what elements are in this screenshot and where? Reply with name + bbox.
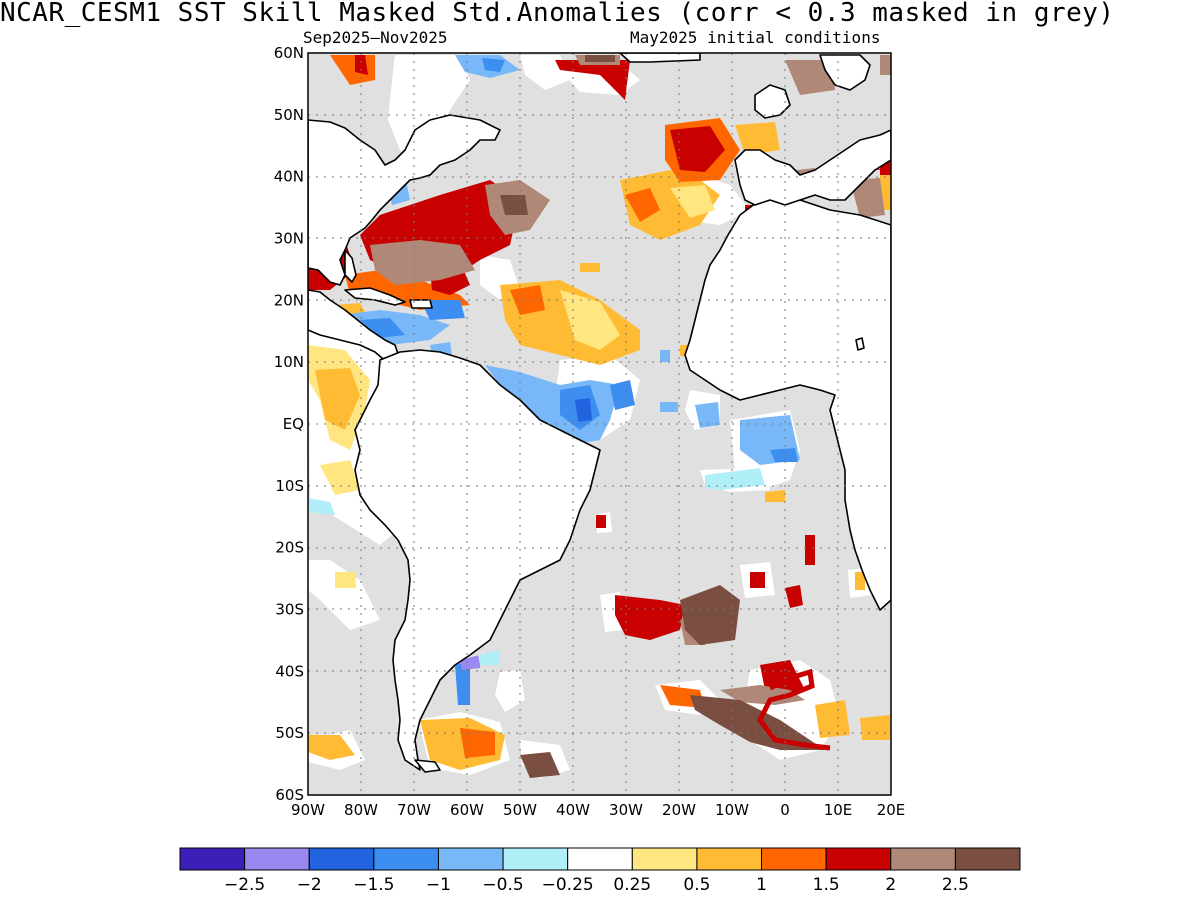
map-title: NCAR_CESM1 SST Skill Masked Std.Anomalie…	[0, 0, 1115, 28]
greenland	[619, 53, 701, 63]
south-america	[354, 349, 601, 771]
colorbar-label: 2.5	[942, 875, 969, 895]
colorbar-swatch	[567, 847, 633, 871]
land	[308, 53, 891, 773]
colorbar-swatch	[437, 847, 504, 871]
lat-label: 50S	[275, 724, 304, 742]
madagascar-edge	[855, 337, 865, 351]
florida	[344, 249, 357, 283]
lat-label: 10N	[274, 353, 304, 371]
negative-anomaly-patches	[308, 55, 800, 705]
lon-label: 20W	[662, 801, 696, 819]
lat-label: 30S	[275, 601, 304, 619]
colorbar-swatch	[761, 847, 827, 871]
colorbar-swatch	[631, 847, 698, 871]
lon-label: 10E	[824, 801, 853, 819]
colorbar-label: −2.5	[224, 875, 265, 895]
lon-label: 60W	[450, 801, 484, 819]
europe	[734, 129, 891, 206]
colorbar-swatch	[890, 847, 956, 871]
lat-label: 20N	[274, 291, 304, 309]
colorbar-labels: −2.5 −2 −1.5 −1 −0.5 −0.25 0.25 0.5 1 1.5 2 2.5	[224, 875, 969, 895]
latitude-labels: 60N 50N 40N 30N 20N 10N EQ 10S 20S 30S 40S 50S 60S	[274, 44, 304, 804]
lon-label: 80W	[344, 801, 378, 819]
lon-label: 50W	[503, 801, 537, 819]
lat-label: 20S	[275, 539, 304, 557]
colorbar-label: −1.5	[353, 875, 394, 895]
colorbar-label: −0.25	[542, 875, 594, 895]
lon-label: 70W	[397, 801, 431, 819]
africa	[684, 194, 891, 611]
lat-label: 60S	[275, 786, 304, 804]
colorbar-swatch	[308, 847, 375, 871]
hispaniola	[409, 299, 433, 309]
colorbar-label: 0.25	[613, 875, 651, 895]
colorbar-swatch	[696, 847, 763, 871]
colorbar-swatch	[179, 847, 246, 871]
strong-positive-patches	[370, 55, 891, 778]
lon-label: 10W	[715, 801, 749, 819]
colorbar-swatch	[502, 847, 569, 871]
colorbar-label: 2	[885, 875, 896, 895]
lat-label: 60N	[274, 44, 304, 62]
map-area	[308, 53, 891, 795]
north-america	[308, 114, 501, 286]
colorbar-swatch	[244, 847, 310, 871]
colorbar-label: −2	[297, 875, 322, 895]
scandinavia	[819, 54, 871, 91]
colorbar-label: 1.5	[813, 875, 840, 895]
map-frame	[307, 52, 892, 796]
colorbar-label: −0.5	[482, 875, 523, 895]
colorbar-label: −1	[426, 875, 451, 895]
colorbar	[179, 847, 1021, 871]
forecast-period: Sep2025–Nov2025	[303, 28, 448, 47]
colorbar-label: 0.5	[683, 875, 710, 895]
cuba	[344, 287, 406, 306]
lat-label: 40N	[274, 168, 304, 186]
graticule	[308, 53, 891, 795]
lat-label: 40S	[275, 662, 304, 680]
lon-label: 30W	[609, 801, 643, 819]
colorbar-swatch	[954, 847, 1021, 871]
lon-label: 90W	[291, 801, 325, 819]
lat-label: EQ	[283, 415, 304, 433]
lat-label: 30N	[274, 230, 304, 248]
tierra-del-fuego	[414, 759, 441, 773]
lon-label: 0	[780, 801, 790, 819]
lon-label: 40W	[556, 801, 590, 819]
colorbar-swatch	[373, 847, 439, 871]
lon-label: 20E	[877, 801, 906, 819]
initial-conditions: May2025 initial conditions	[630, 28, 881, 47]
colorbar-swatch	[825, 847, 892, 871]
colorbar-label: 1	[756, 875, 767, 895]
longitude-labels: 90W 80W 70W 60W 50W 40W 30W 20W 10W 0 10E 20E	[291, 801, 905, 819]
anomaly-ring	[757, 668, 831, 751]
lat-label: 50N	[274, 106, 304, 124]
lat-label: 10S	[275, 477, 304, 495]
